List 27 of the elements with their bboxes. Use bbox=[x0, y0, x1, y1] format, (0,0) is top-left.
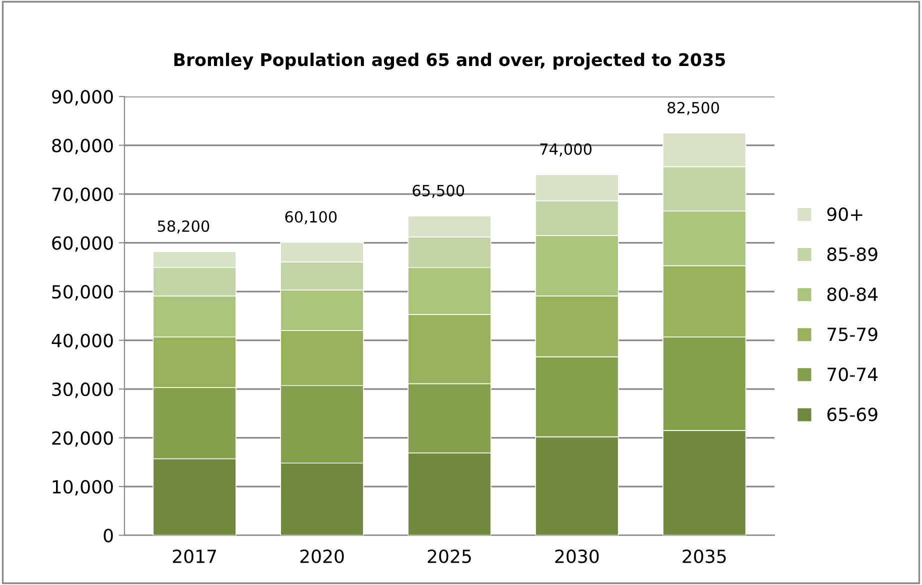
y-tick-label: 0 bbox=[104, 528, 113, 542]
y-tick-label: 90,000 bbox=[52, 90, 113, 106]
legend-label: 85-89 bbox=[827, 247, 878, 262]
total-label: 82,500 bbox=[668, 102, 719, 116]
chart-title: Bromley Population aged 65 and over, projected to 2035 bbox=[174, 52, 725, 70]
x-tick-label: 2017 bbox=[172, 549, 216, 564]
x-tick-label: 2030 bbox=[555, 549, 599, 564]
legend-label: 75-79 bbox=[828, 328, 878, 342]
x-tick-label: 2020 bbox=[300, 549, 344, 564]
y-tick-label: 10,000 bbox=[52, 480, 113, 496]
legend-label: 90+ bbox=[827, 207, 862, 222]
legend-label: 80-84 bbox=[827, 287, 878, 302]
legend-label: 70-74 bbox=[828, 368, 878, 382]
x-tick-label: 2035 bbox=[682, 549, 726, 564]
y-tick-label: 60,000 bbox=[52, 236, 113, 252]
total-label: 65,500 bbox=[412, 184, 464, 198]
y-tick-label: 80,000 bbox=[52, 138, 113, 154]
y-tick-label: 50,000 bbox=[52, 284, 113, 300]
total-label: 74,000 bbox=[540, 143, 592, 156]
y-tick-label: 70,000 bbox=[52, 187, 113, 203]
y-tick-label: 40,000 bbox=[52, 334, 113, 350]
y-tick-label: 30,000 bbox=[52, 382, 113, 398]
legend-label: 65-69 bbox=[827, 408, 878, 422]
y-tick-label: 20,000 bbox=[52, 431, 113, 447]
x-tick-label: 2025 bbox=[428, 549, 471, 564]
total-label: 58,200 bbox=[158, 220, 210, 234]
total-label: 60,100 bbox=[285, 211, 337, 224]
